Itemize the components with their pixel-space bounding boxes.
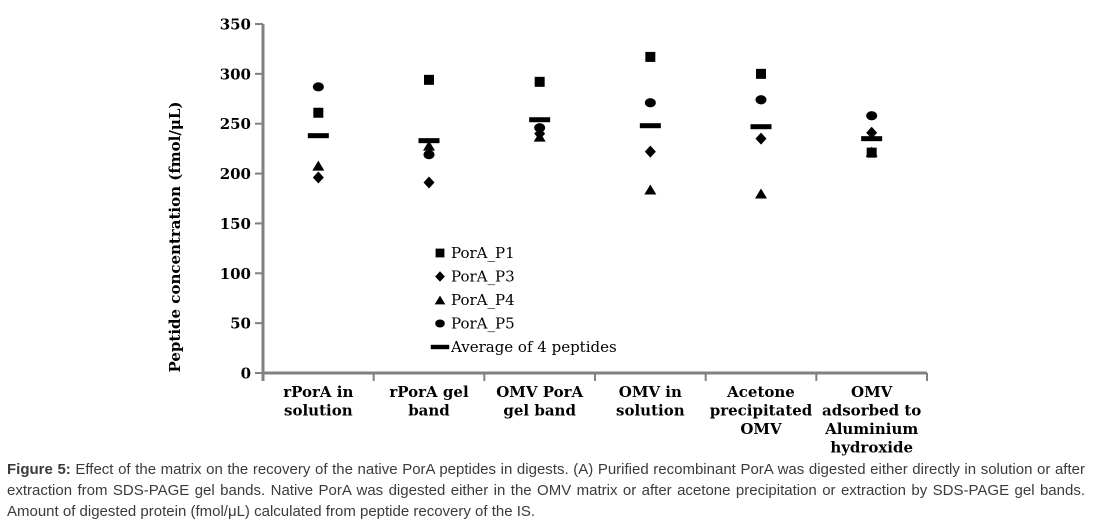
caption-figure-label: Figure 5:: [7, 461, 71, 478]
x-category-label-6: Aluminium: [824, 420, 918, 438]
point-PorA_P3-cat2: [423, 176, 435, 189]
x-category-label-2: rPorA gel: [389, 383, 469, 401]
x-category-label-1: solution: [284, 402, 353, 420]
x-category-label-3: OMV PorA: [496, 383, 583, 401]
x-category-label-5: OMV: [740, 420, 782, 438]
point-PorA_P4-cat1: [312, 160, 325, 171]
legend-label-PorA_P3: PorA_P3: [451, 268, 515, 286]
x-category-label-5: Acetone: [726, 383, 795, 401]
point-PorA_P1-cat5: [756, 68, 766, 79]
legend-square-icon: [435, 248, 445, 258]
y-tick-label: 0: [241, 365, 251, 383]
legend-label-PorA_P4: PorA_P4: [451, 291, 515, 309]
x-category-label-4: solution: [616, 402, 685, 420]
x-category-label-4: OMV in: [619, 383, 682, 401]
point-PorA_P1-cat4: [645, 51, 656, 62]
legend-diamond-icon: [435, 271, 445, 282]
point-PorA_P5-cat6: [866, 111, 878, 121]
point-PorA_P4-cat2: [423, 140, 435, 151]
point-Average of 4 peptides-cat4: [639, 123, 661, 129]
x-category-label-6: OMV: [851, 383, 893, 401]
x-category-label-2: band: [408, 402, 450, 420]
caption-text-3: Amount of digested protein (fmol/μL) cal…: [7, 503, 536, 520]
x-category-label-5: precipitated: [710, 402, 813, 420]
point-Average of 4 peptides-cat1: [307, 133, 329, 139]
x-category-label-3: gel band: [503, 402, 576, 420]
legend-label-Average of 4 peptides: Average of 4 peptides: [450, 338, 617, 356]
point-PorA_P4-cat4: [644, 184, 657, 195]
x-category-label-6: adsorbed to: [822, 402, 921, 420]
point-PorA_P5-cat5: [755, 95, 767, 105]
legend-label-PorA_P1: PorA_P1: [451, 244, 515, 262]
peptide-recovery-scatter-chart: 0 50 100 150 200 250 300 350 Peptide concentrati…: [166, 16, 928, 457]
point-PorA_P4-cat5: [755, 188, 767, 199]
caption-text-2: extraction from SDS-PAGE gel bands. Nati…: [7, 482, 1085, 499]
caption-line-1: Figure 5: Effect of the matrix on the re…: [7, 459, 1085, 480]
legend-dash-icon: [430, 344, 450, 350]
point-PorA_P5-cat1: [312, 82, 324, 92]
x-category-label-6: hydroxide: [830, 439, 913, 457]
point-PorA_P5-cat3: [534, 123, 546, 133]
point-PorA_P1-cat1: [313, 107, 324, 118]
y-tick-label: 200: [220, 165, 251, 183]
caption-text-1: Effect of the matrix on the recovery of …: [70, 461, 1085, 478]
y-tick-label: 250: [220, 115, 251, 133]
point-PorA_P3-cat1: [312, 171, 324, 184]
point-Average of 4 peptides-cat5: [750, 124, 772, 130]
y-tick-label: 150: [220, 215, 251, 233]
legend-circle-icon: [435, 319, 445, 328]
y-tick-label: 100: [220, 265, 251, 283]
point-PorA_P1-cat2: [424, 74, 434, 85]
y-tick-label: 50: [230, 315, 251, 333]
figure-caption: Figure 5: Effect of the matrix on the re…: [7, 459, 1085, 522]
point-PorA_P4-cat6: [865, 146, 878, 157]
y-axis-title: Peptide concentration (fmol/μL): [166, 102, 184, 373]
caption-line-3: Amount of digested protein (fmol/μL) cal…: [7, 501, 1085, 522]
point-PorA_P4-cat3: [533, 131, 546, 142]
x-category-label-1: rPorA in: [283, 383, 353, 401]
legend-label-PorA_P5: PorA_P5: [451, 315, 515, 333]
point-Average of 4 peptides-cat6: [861, 136, 883, 142]
point-Average of 4 peptides-cat3: [529, 117, 551, 123]
legend-triangle-icon: [434, 295, 446, 305]
point-PorA_P3-cat4: [644, 145, 656, 158]
point-PorA_P1-cat3: [534, 76, 545, 87]
point-PorA_P3-cat6: [866, 126, 878, 139]
point-PorA_P5-cat4: [644, 98, 656, 108]
y-tick-label: 350: [220, 16, 251, 34]
point-PorA_P3-cat5: [755, 132, 767, 145]
point-PorA_P5-cat2: [423, 150, 435, 160]
y-tick-label: 300: [220, 65, 251, 83]
point-Average of 4 peptides-cat2: [418, 138, 440, 144]
caption-line-2: extraction from SDS-PAGE gel bands. Nati…: [7, 480, 1085, 501]
